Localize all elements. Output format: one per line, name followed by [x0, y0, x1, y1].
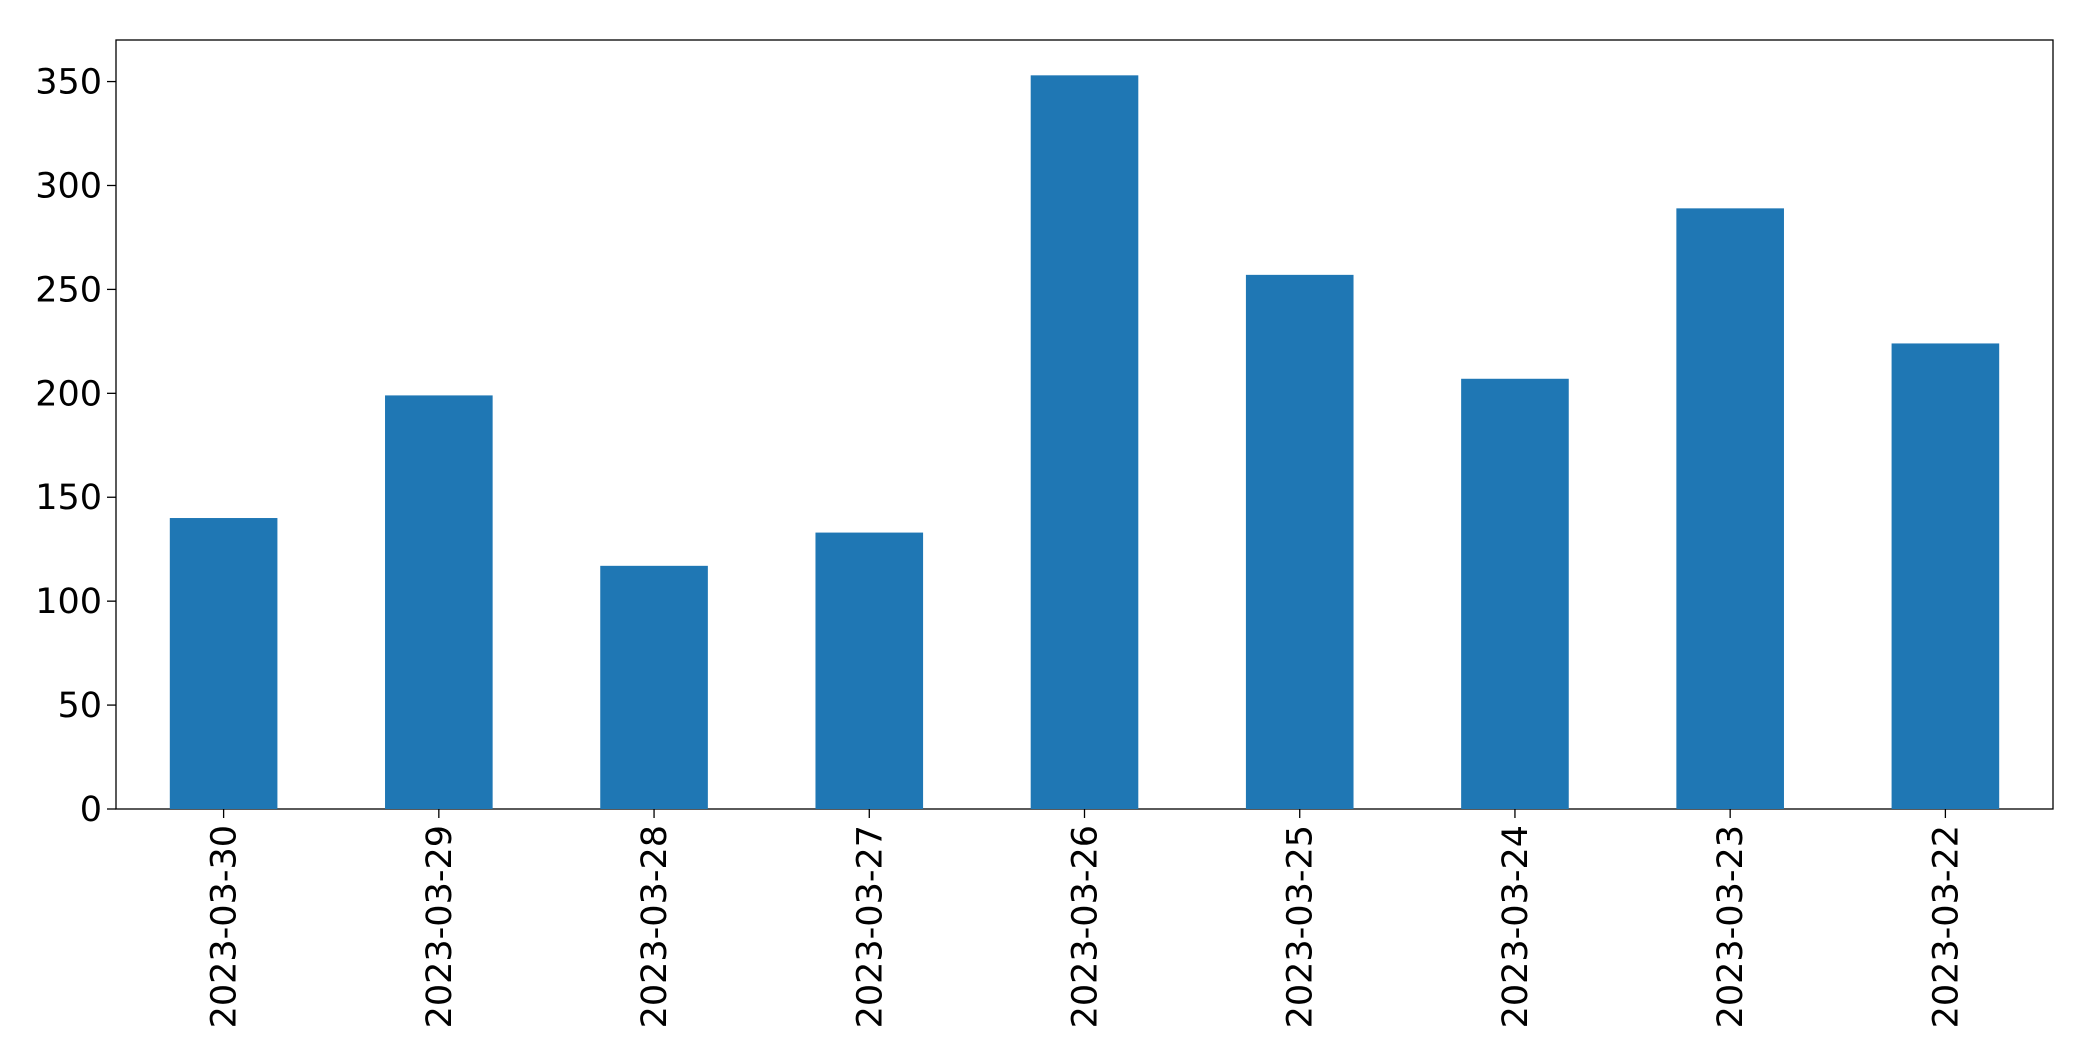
y-tick-label: 300 [35, 166, 102, 206]
x-tick-label: 2023-03-23 [1711, 825, 1751, 1028]
y-tick-label: 0 [80, 790, 102, 830]
y-tick-label: 200 [35, 374, 102, 414]
bar [169, 518, 278, 809]
bar [1676, 208, 1784, 810]
bar [815, 532, 924, 809]
x-tick-label: 2023-03-25 [1281, 825, 1321, 1028]
x-tick-label: 2023-03-26 [1066, 825, 1106, 1028]
y-tick-label: 250 [35, 270, 102, 310]
y-tick-label: 50 [57, 686, 102, 726]
x-tick-label: 2023-03-29 [420, 825, 460, 1028]
bar [600, 565, 708, 809]
x-tick-label: 2023-03-27 [850, 825, 890, 1028]
bar [1891, 343, 2000, 809]
bar [1245, 274, 1354, 809]
x-tick-label: 2023-03-30 [205, 825, 245, 1028]
x-tick-label: 2023-03-24 [1496, 825, 1536, 1028]
bar [1030, 75, 1139, 809]
x-tick-label: 2023-03-22 [1926, 825, 1966, 1028]
bar [1461, 378, 1569, 809]
y-tick-label: 100 [35, 582, 102, 622]
bar [385, 395, 493, 809]
x-tick-label: 2023-03-28 [635, 825, 675, 1028]
y-tick-label: 150 [35, 478, 102, 518]
y-tick-label: 350 [35, 63, 102, 103]
